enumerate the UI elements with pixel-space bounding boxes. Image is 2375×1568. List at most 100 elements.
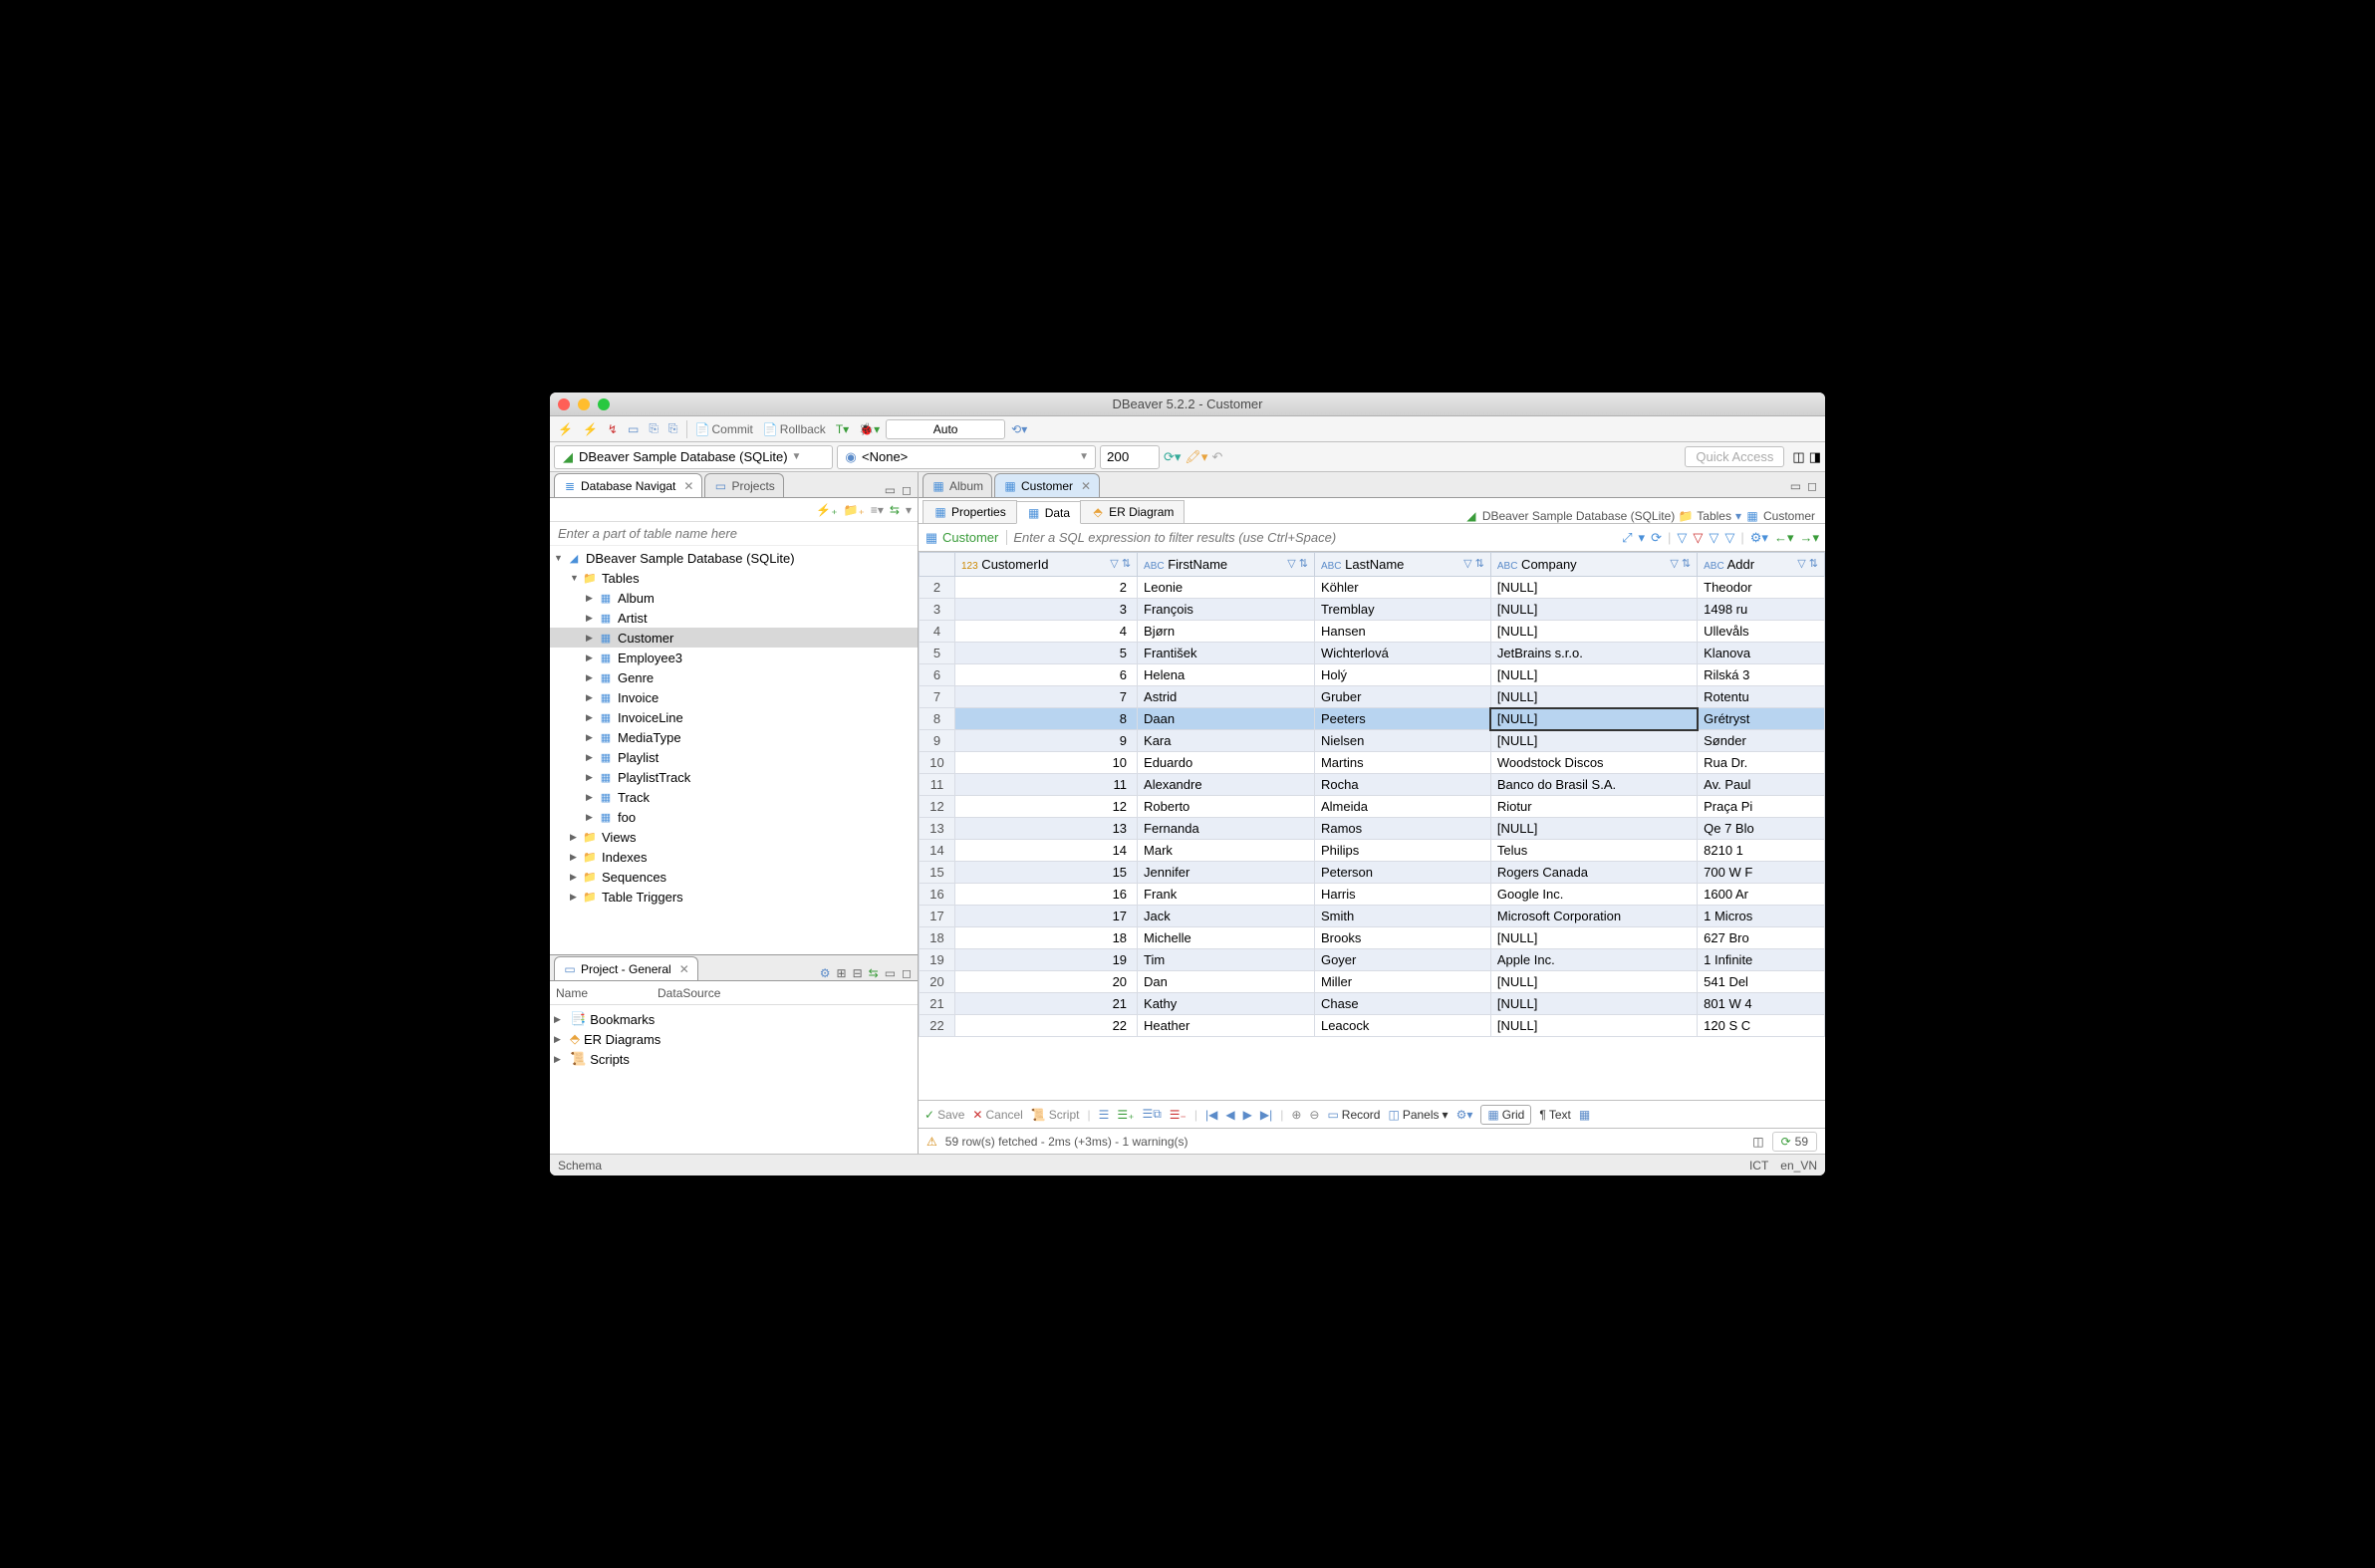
grid-mode-button[interactable]: ▦Grid	[1480, 1105, 1531, 1125]
invalidate-icon[interactable]: ↯	[604, 420, 622, 438]
crumb-table[interactable]: Customer	[1763, 509, 1815, 523]
undo-icon[interactable]: ↶	[1211, 449, 1222, 465]
link-icon[interactable]: ⇆	[869, 966, 879, 980]
perspective-icon[interactable]: ◫	[1792, 449, 1804, 465]
maximize-panel-icon[interactable]: ◻	[1807, 479, 1817, 493]
tree-node[interactable]: ▶📁Indexes	[550, 847, 918, 867]
last-page-icon[interactable]: ▶|	[1260, 1108, 1272, 1122]
expand-icon[interactable]: ⤢	[1622, 530, 1632, 546]
refresh-icon[interactable]: ⟳▾	[1164, 449, 1181, 465]
edit-row-icon[interactable]: ☰	[1099, 1108, 1110, 1122]
table-row[interactable]: 55FrantišekWichterlováJetBrains s.r.o.Kl…	[920, 643, 1825, 664]
tree-node[interactable]: ▶▦Artist	[550, 608, 918, 628]
filter2-icon[interactable]: ▽	[1693, 530, 1703, 546]
filter-icon[interactable]: ≡▾	[871, 503, 884, 517]
close-window-button[interactable]	[558, 398, 570, 410]
table-row[interactable]: 66HelenaHolý[NULL]Rilská 3	[920, 664, 1825, 686]
schema-selector[interactable]: ◉ <None> ▼	[837, 445, 1096, 469]
data-grid-scroll[interactable]: 123 CustomerId▽ ⇅ABC FirstName▽ ⇅ABC Las…	[919, 552, 1825, 1100]
auto-commit-field[interactable]	[886, 419, 1005, 439]
commit-button[interactable]: 📄Commit	[691, 420, 757, 438]
table-row[interactable]: 1515JenniferPetersonRogers Canada700 W F	[920, 862, 1825, 884]
tree-node[interactable]: ▶▦Invoice	[550, 687, 918, 707]
save-button[interactable]: ✓Save	[924, 1108, 964, 1122]
project-item[interactable]: ▶📜Scripts	[554, 1049, 914, 1069]
maximize-panel-icon[interactable]: ◻	[902, 966, 912, 980]
table-row[interactable]: 99KaraNielsen[NULL]Sønder	[920, 730, 1825, 752]
delete-row-icon[interactable]: ☰₋	[1170, 1108, 1187, 1122]
table-row[interactable]: 88DaanPeeters[NULL]Grétryst	[920, 708, 1825, 730]
sql-script-icon[interactable]: ⎘	[645, 419, 662, 438]
text-mode-button[interactable]: ¶Text	[1539, 1108, 1570, 1122]
project-item[interactable]: ▶⬘ER Diagrams	[554, 1029, 914, 1049]
table-row[interactable]: 1313FernandaRamos[NULL]Qe 7 Blo	[920, 818, 1825, 840]
minimize-panel-icon[interactable]: ▭	[1790, 479, 1801, 493]
rowcount-icon[interactable]: ◫	[1752, 1135, 1763, 1149]
subtab-properties[interactable]: ▦ Properties	[923, 500, 1017, 523]
minimize-panel-icon[interactable]: ▭	[885, 483, 896, 497]
table-row[interactable]: 1010EduardoMartinsWoodstock DiscosRua Dr…	[920, 752, 1825, 774]
table-row[interactable]: 22LeonieKöhler[NULL]Theodor	[920, 577, 1825, 599]
col-datasource[interactable]: DataSource	[658, 986, 720, 1000]
close-icon[interactable]: ✕	[679, 962, 689, 976]
link-editor-icon[interactable]: ⇆	[890, 503, 900, 517]
tab-customer[interactable]: ▦ Customer ✕	[994, 473, 1100, 497]
history-icon[interactable]: ⟲▾	[1007, 420, 1031, 438]
tab-album[interactable]: ▦ Album	[923, 473, 992, 497]
collapse-icon[interactable]: ⊟	[853, 966, 863, 980]
row-limit-input[interactable]	[1100, 445, 1160, 469]
export-icon[interactable]: ▦	[1579, 1108, 1590, 1122]
record-button[interactable]: ▭Record	[1327, 1108, 1380, 1122]
tree-node[interactable]: ▶▦MediaType	[550, 727, 918, 747]
collapse-icon[interactable]: ▾	[906, 503, 912, 517]
table-row[interactable]: 77AstridGruber[NULL]Rotentu	[920, 686, 1825, 708]
table-row[interactable]: 1717JackSmithMicrosoft Corporation1 Micr…	[920, 906, 1825, 927]
project-item[interactable]: ▶📑Bookmarks	[554, 1009, 914, 1029]
tx-mode-icon[interactable]: T▾	[832, 420, 853, 438]
tree-node[interactable]: ▶▦foo	[550, 807, 918, 827]
sql-editor-icon[interactable]: ▭	[624, 420, 643, 438]
rollback-button[interactable]: 📄Rollback	[759, 420, 830, 438]
table-row[interactable]: 2222HeatherLeacock[NULL]120 S C	[920, 1015, 1825, 1037]
quick-access-input[interactable]: Quick Access	[1685, 446, 1784, 467]
tree-node[interactable]: ▼📁Tables	[550, 568, 918, 588]
settings-icon[interactable]: ⚙▾	[1750, 530, 1768, 546]
tree-node[interactable]: ▶▦Track	[550, 787, 918, 807]
tree-filter-input[interactable]	[550, 522, 918, 546]
sql-filter-input[interactable]	[1013, 530, 1616, 545]
back-icon[interactable]: ←▾	[1774, 530, 1794, 546]
tree-node[interactable]: ▼◢DBeaver Sample Database (SQLite)	[550, 548, 918, 568]
subtab-er-diagram[interactable]: ⬘ ER Diagram	[1080, 500, 1185, 523]
filter1-icon[interactable]: ▽	[1677, 530, 1687, 546]
table-row[interactable]: 1111AlexandreRochaBanco do Brasil S.A.Av…	[920, 774, 1825, 796]
tree-node[interactable]: ▶▦Genre	[550, 667, 918, 687]
table-row[interactable]: 44BjørnHansen[NULL]Ullevåls	[920, 621, 1825, 643]
table-row[interactable]: 2020DanMiller[NULL]541 Del	[920, 971, 1825, 993]
tree-node[interactable]: ▶▦Employee3	[550, 648, 918, 667]
new-connection-icon[interactable]: ⚡₊	[816, 503, 837, 517]
connect-icon[interactable]: ⚡	[554, 420, 577, 438]
col-header[interactable]: 123 CustomerId▽ ⇅	[955, 553, 1138, 577]
tree-node[interactable]: ▶▦InvoiceLine	[550, 707, 918, 727]
sql-open-icon[interactable]: ⎘	[664, 419, 682, 438]
tree-node[interactable]: ▶▦PlaylistTrack	[550, 767, 918, 787]
close-icon[interactable]: ✕	[1081, 479, 1091, 493]
zoom-in-icon[interactable]: ⊕	[1291, 1108, 1301, 1122]
col-header[interactable]: ABC FirstName▽ ⇅	[1138, 553, 1315, 577]
highlight-icon[interactable]: 🖍▾	[1185, 449, 1207, 465]
minimize-panel-icon[interactable]: ▭	[885, 966, 896, 980]
filter4-icon[interactable]: ▽	[1724, 530, 1734, 546]
config-icon[interactable]: ⚙▾	[1456, 1108, 1473, 1122]
tree-node[interactable]: ▶▦Customer	[550, 628, 918, 648]
col-header[interactable]: ABC LastName▽ ⇅	[1314, 553, 1490, 577]
add-row-icon[interactable]: ☰₊	[1117, 1108, 1134, 1122]
debug-icon[interactable]: 🐞▾	[855, 420, 884, 438]
crumb-tables[interactable]: Tables	[1697, 509, 1731, 523]
col-rownum[interactable]	[920, 553, 955, 577]
table-row[interactable]: 1818MichelleBrooks[NULL]627 Bro	[920, 927, 1825, 949]
next-page-icon[interactable]: ▶	[1243, 1108, 1252, 1122]
tree-node[interactable]: ▶📁Sequences	[550, 867, 918, 887]
table-row[interactable]: 1616FrankHarrisGoogle Inc.1600 Ar	[920, 884, 1825, 906]
tab-database-navigator[interactable]: ≣ Database Navigat ✕	[554, 473, 702, 497]
minimize-window-button[interactable]	[578, 398, 590, 410]
